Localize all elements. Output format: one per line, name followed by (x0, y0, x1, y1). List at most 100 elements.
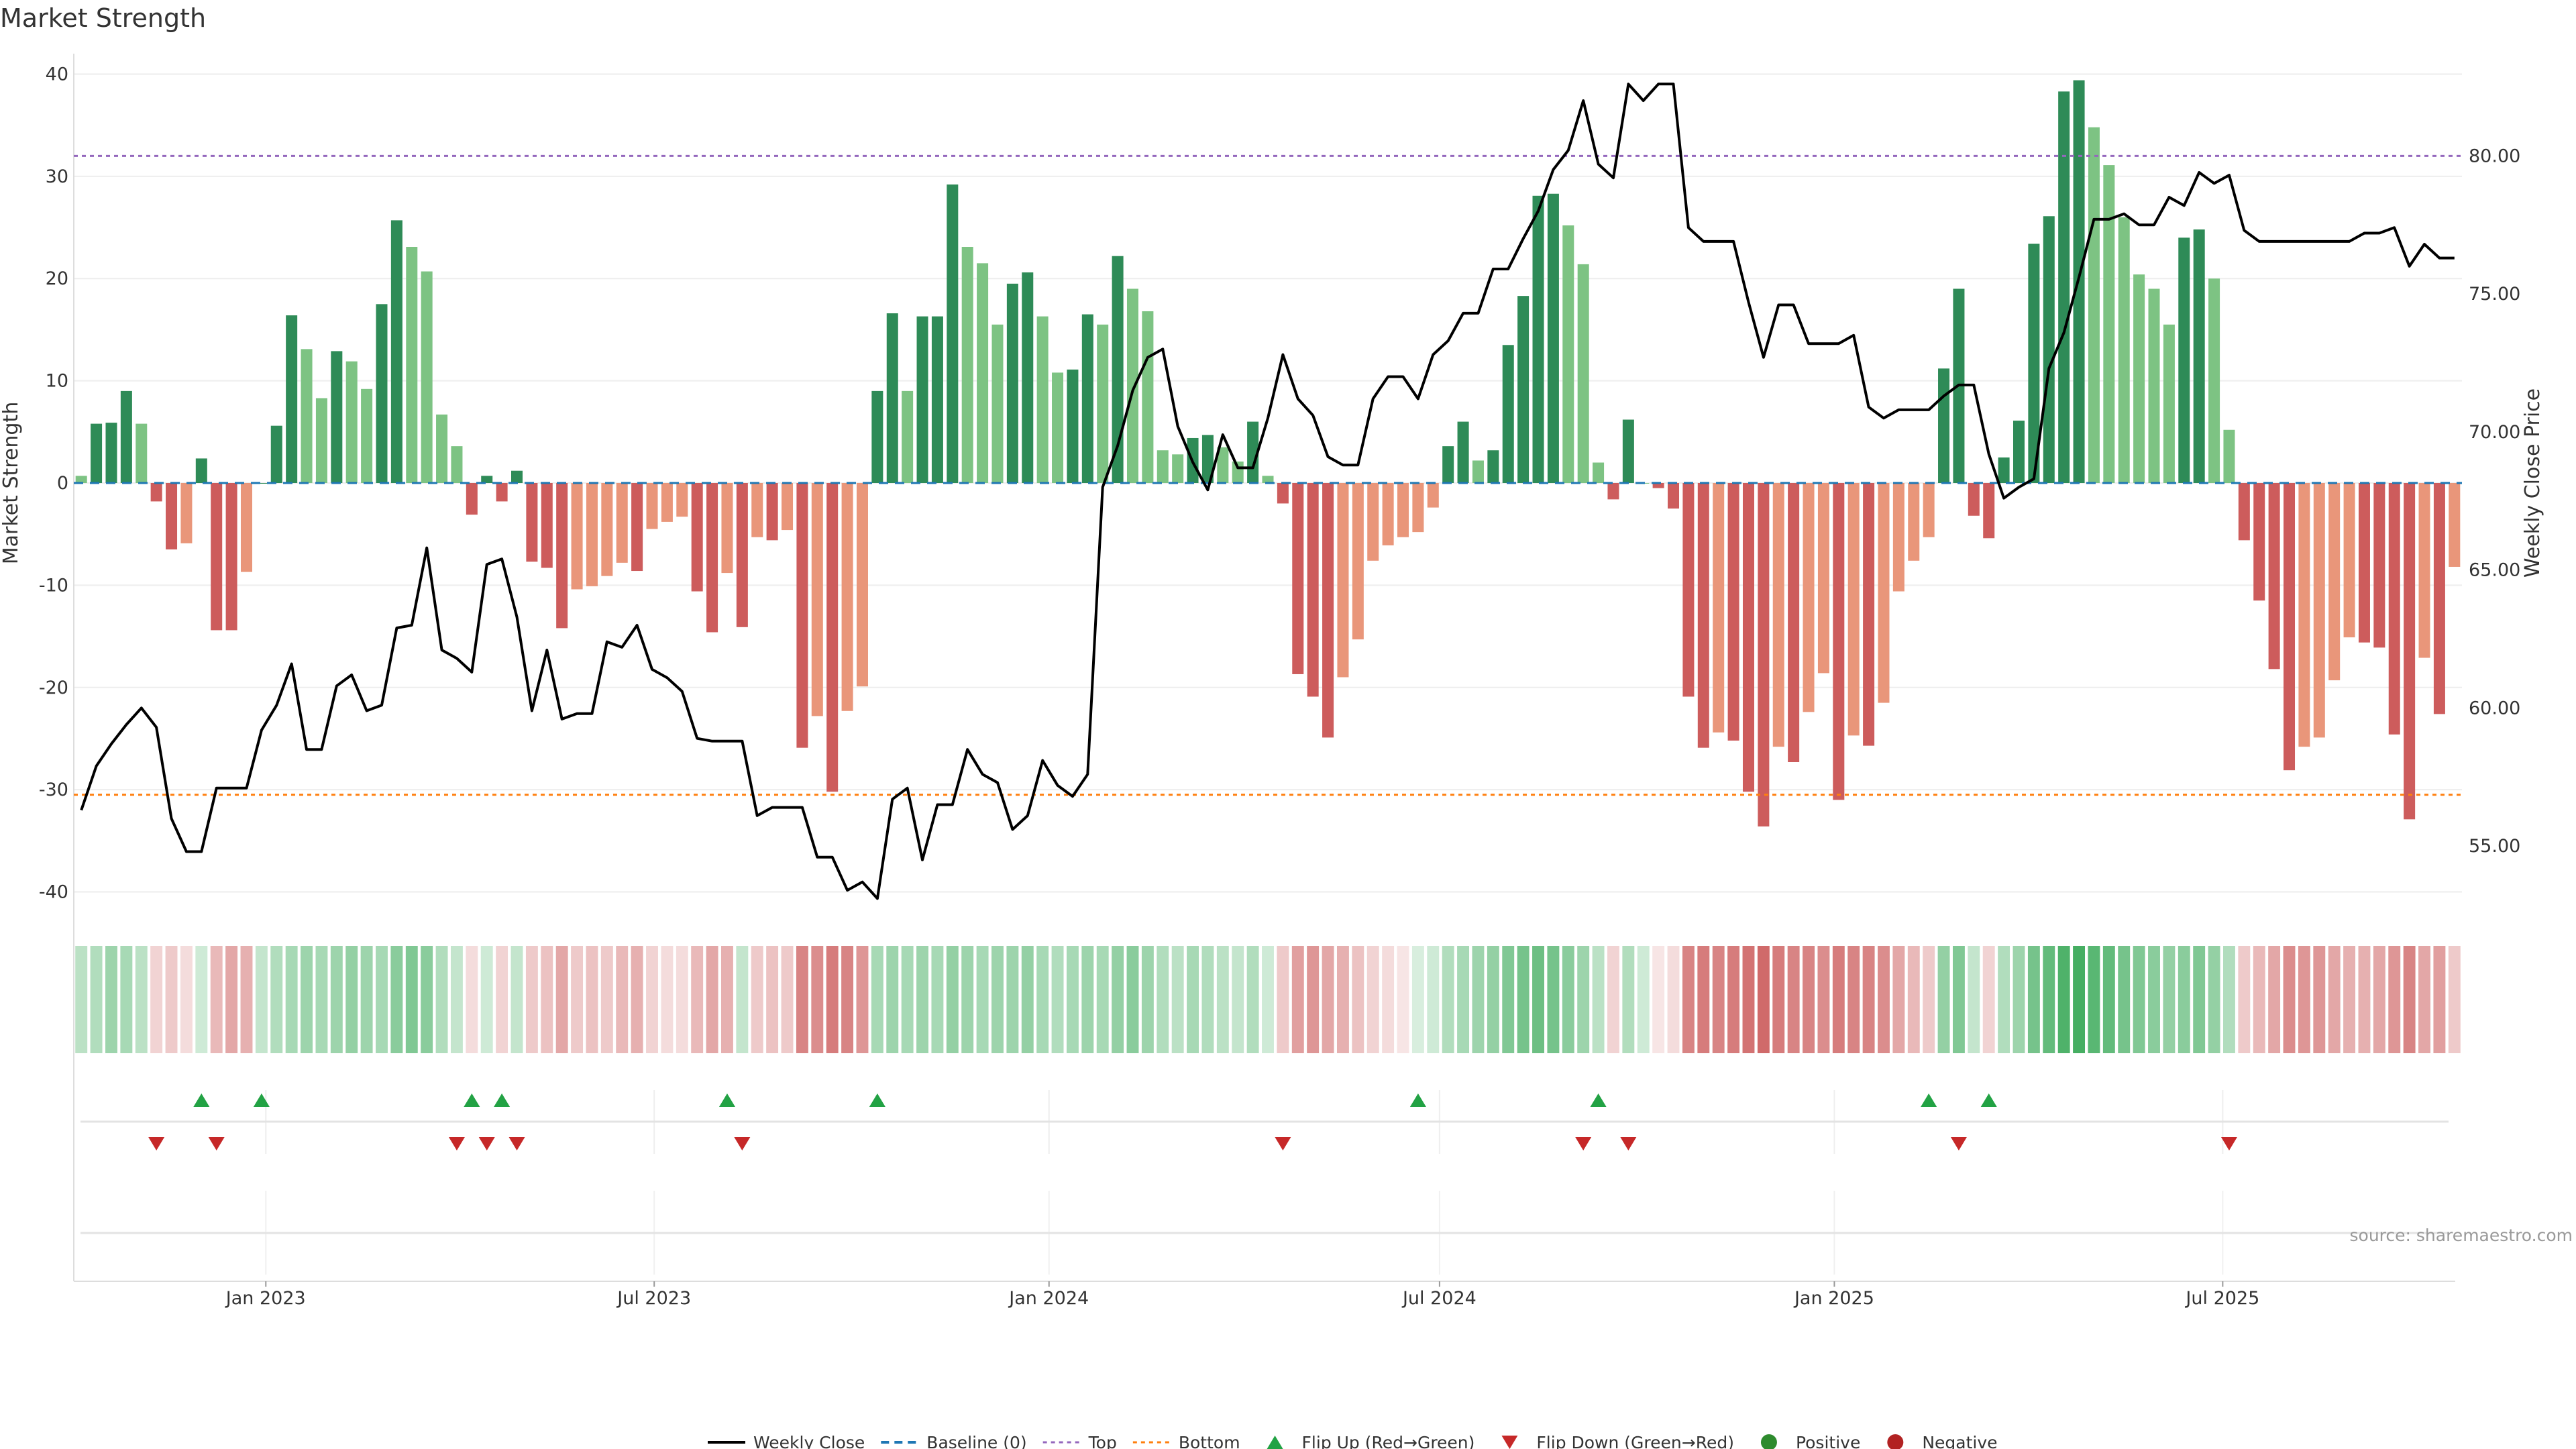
strength-bar (1908, 483, 1920, 561)
strength-bar (1097, 324, 1109, 483)
strength-bar (586, 483, 598, 586)
heat-cell (1712, 946, 1725, 1053)
heat-cell (2178, 946, 2190, 1053)
legend-swatch (1501, 1436, 1518, 1449)
strength-bar (240, 483, 252, 572)
heat-cell (1021, 946, 1034, 1053)
heat-cell (405, 946, 418, 1053)
flip-down-marker (508, 1137, 525, 1150)
left-tick-label: 40 (46, 64, 68, 85)
heat-cell (2403, 946, 2416, 1053)
heat-cell (856, 946, 869, 1053)
strength-bar (1803, 483, 1815, 712)
strength-bar (706, 483, 718, 633)
heat-cell (150, 946, 163, 1053)
left-tick-label: -20 (39, 678, 68, 698)
heat-cell (886, 946, 899, 1053)
strength-bar (1833, 483, 1845, 800)
strength-bar (105, 423, 117, 483)
heat-cell (450, 946, 463, 1053)
heat-cell (1397, 946, 1409, 1053)
strength-bar (166, 483, 178, 550)
strength-bar (1652, 483, 1664, 488)
strength-bar (2178, 237, 2190, 483)
date-tick-label: Jul 2024 (1401, 1288, 1477, 1309)
strength-bar (931, 316, 943, 483)
right-tick-label: 60.00 (2469, 698, 2520, 718)
heat-cell (1982, 946, 1995, 1053)
legend-label: Flip Down (Green→Red) (1536, 1433, 1734, 1449)
heat-cell (1442, 946, 1454, 1053)
heat-cell (826, 946, 839, 1053)
date-tick-label: Jan 2025 (1793, 1288, 1874, 1309)
heat-cell (781, 946, 794, 1053)
heat-cell (1232, 946, 1244, 1053)
strength-bar (1367, 483, 1379, 561)
heat-cell (1096, 946, 1109, 1053)
strength-bar (1607, 483, 1619, 500)
heat-cell (1923, 946, 1935, 1053)
heat-cell (525, 946, 538, 1053)
heat-cell (1832, 946, 1845, 1053)
strength-bar (2103, 165, 2115, 483)
chart-title: Market Strength (0, 3, 206, 33)
strength-bar (2043, 216, 2055, 483)
strength-bar (1682, 483, 1695, 697)
date-axis-ticks: Jan 2023 Jul 2023 Jan 2024 Jul 2024 Jan 2025… (225, 1281, 2259, 1309)
strength-bar (1006, 283, 1018, 483)
heat-cell (195, 946, 208, 1053)
strength-heat-strip (75, 946, 2461, 1053)
strength-bar (1742, 483, 1754, 792)
strength-bar (1067, 369, 1079, 483)
heat-cell (2102, 946, 2115, 1053)
strength-bar (1998, 457, 2010, 483)
strength-bar (616, 483, 628, 563)
date-tick-label: Jan 2023 (225, 1288, 306, 1309)
heat-cell (1968, 946, 1980, 1053)
legend-item: Top (1042, 1433, 1117, 1449)
heat-cell (600, 946, 613, 1053)
heat-cell (1081, 946, 1094, 1053)
left-tick-label: -30 (39, 780, 68, 800)
heat-cell (315, 946, 328, 1053)
strength-bar (811, 483, 823, 716)
strength-bar (466, 483, 478, 515)
heat-cell (571, 946, 584, 1053)
strength-bar (601, 483, 613, 576)
heat-cell (1757, 946, 1770, 1053)
heat-cell (646, 946, 658, 1053)
strength-bar (841, 483, 853, 711)
strength-bar (1697, 483, 1709, 748)
left-tick-label: 30 (46, 166, 68, 187)
strength-bar (150, 483, 162, 502)
legend-item: Positive (1760, 1433, 1860, 1449)
strength-bar (120, 390, 132, 483)
flip-up-marker (718, 1093, 735, 1107)
legend-item: Negative (1887, 1433, 1998, 1449)
heat-cell (75, 946, 88, 1053)
heat-cell (135, 946, 148, 1053)
heat-cell (2418, 946, 2430, 1053)
strength-bar (571, 483, 583, 590)
heat-cell (466, 946, 478, 1053)
strength-bar (1532, 195, 1544, 483)
source-note: source: sharemaestro.com (2350, 1226, 2573, 1245)
heat-cell (240, 946, 253, 1053)
lower-panel (74, 1191, 2455, 1282)
strength-bar (136, 423, 148, 483)
heat-cell (2283, 946, 2296, 1053)
strength-bar (361, 388, 373, 483)
strength-bar (2404, 483, 2416, 820)
heat-cell (2343, 946, 2356, 1053)
heat-cell (811, 946, 824, 1053)
strength-bar (766, 483, 778, 541)
strength-bar (270, 425, 282, 483)
heat-cell (2328, 946, 2341, 1053)
strength-bar (1983, 483, 1995, 539)
strength-bar (1788, 483, 1800, 762)
strength-bar (991, 324, 1004, 483)
strength-bar (961, 247, 973, 483)
left-tick-label: -10 (39, 575, 68, 596)
strength-bar (390, 220, 402, 483)
strength-bar (2058, 91, 2070, 483)
